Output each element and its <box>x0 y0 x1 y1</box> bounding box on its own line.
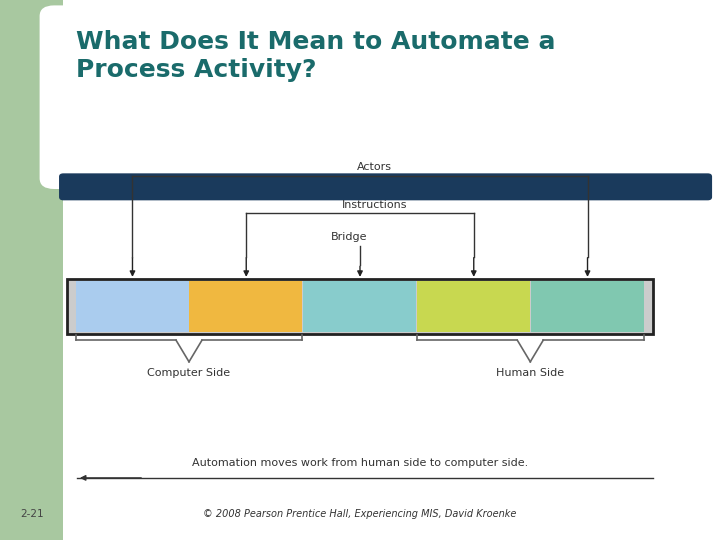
Text: Hardware: Hardware <box>99 300 165 313</box>
FancyBboxPatch shape <box>59 173 712 200</box>
Text: Human Side: Human Side <box>496 368 564 379</box>
Text: 2-21: 2-21 <box>20 509 43 519</box>
Text: Procedures: Procedures <box>436 300 511 313</box>
Text: Software: Software <box>216 300 276 313</box>
Text: Bridge: Bridge <box>331 232 367 242</box>
FancyBboxPatch shape <box>76 281 189 332</box>
FancyBboxPatch shape <box>40 5 720 189</box>
Text: Automation moves work from human side to computer side.: Automation moves work from human side to… <box>192 458 528 468</box>
Text: Instructions: Instructions <box>342 199 407 210</box>
FancyBboxPatch shape <box>303 281 416 332</box>
Text: People: People <box>564 300 610 313</box>
FancyBboxPatch shape <box>417 281 530 332</box>
FancyBboxPatch shape <box>67 279 653 334</box>
Text: Computer Side: Computer Side <box>148 368 230 379</box>
Text: Data: Data <box>344 300 375 313</box>
FancyBboxPatch shape <box>531 281 644 332</box>
FancyBboxPatch shape <box>189 281 302 332</box>
Text: Actors: Actors <box>357 161 392 172</box>
Text: What Does It Mean to Automate a
Process Activity?: What Does It Mean to Automate a Process … <box>76 30 555 83</box>
FancyBboxPatch shape <box>0 0 63 540</box>
Text: © 2008 Pearson Prentice Hall, Experiencing MIS, David Kroenke: © 2008 Pearson Prentice Hall, Experienci… <box>203 509 517 519</box>
